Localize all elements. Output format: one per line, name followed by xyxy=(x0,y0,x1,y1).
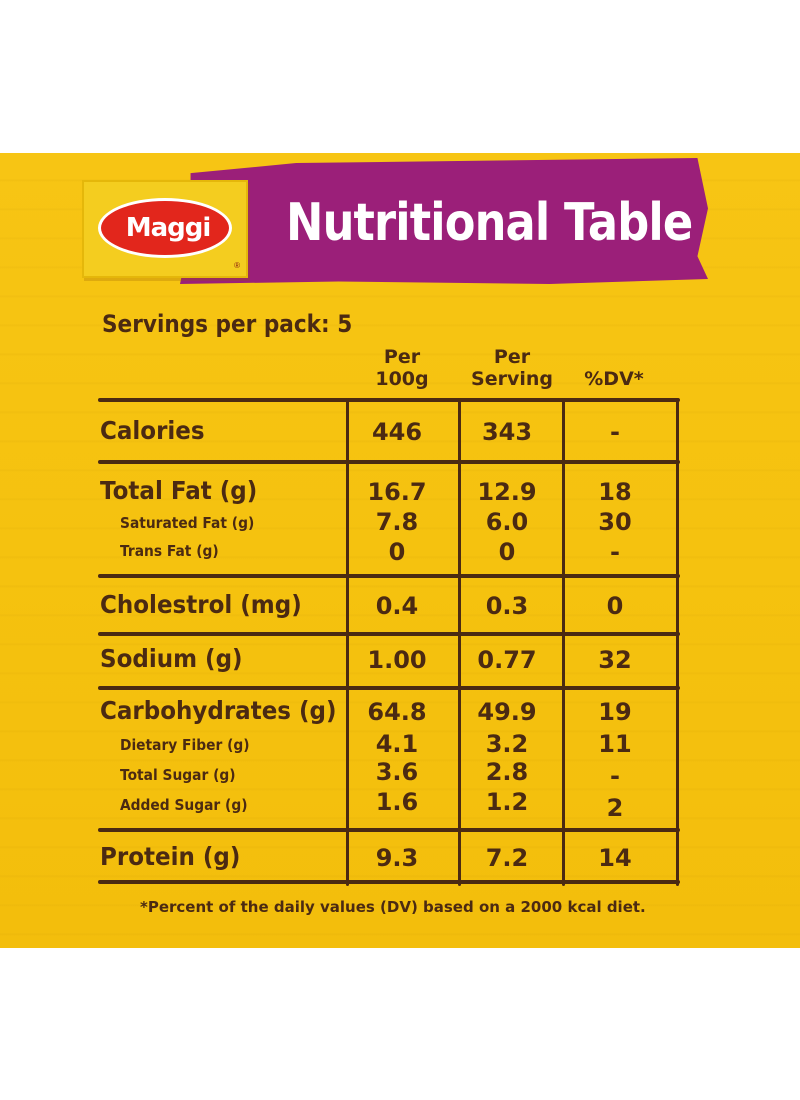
cell-trans-fat-serving: 0 xyxy=(498,538,516,566)
row-label-cholestrol: Cholestrol (mg) xyxy=(100,590,302,619)
cell-carbohydrates-dv: 19 xyxy=(598,698,632,726)
cell-dietary-fiber-serving: 3.2 xyxy=(485,730,529,758)
cell-total-sugar-dv: - xyxy=(610,762,620,790)
cell-saturated-fat-dv: 30 xyxy=(598,508,632,536)
cell-sodium-dv: 32 xyxy=(598,646,632,674)
cell-trans-fat-per100: 0 xyxy=(388,538,406,566)
table-rule xyxy=(98,632,680,636)
col-header-per100-line1: Per xyxy=(383,346,421,368)
servings-per-pack: Servings per pack: 5 xyxy=(102,310,353,338)
title-banner xyxy=(180,158,708,284)
row-label-sodium: Sodium (g) xyxy=(100,644,243,673)
cell-calories-serving: 343 xyxy=(481,418,533,446)
table-column-divider xyxy=(458,398,461,886)
cell-dietary-fiber-dv: 11 xyxy=(598,730,632,758)
page-title: Nutritional Table xyxy=(286,193,693,253)
cell-cholestrol-per100: 0.4 xyxy=(375,592,419,620)
cell-total-fat-dv: 18 xyxy=(598,478,632,506)
cell-added-sugar-dv: 2 xyxy=(606,794,624,822)
row-label-total-fat: Total Fat (g) xyxy=(100,476,258,505)
footnote: *Percent of the daily values (DV) based … xyxy=(140,898,646,916)
cell-protein-dv: 14 xyxy=(598,844,632,872)
cell-calories-dv: - xyxy=(610,418,620,446)
cell-sodium-serving: 0.77 xyxy=(477,646,537,674)
table-column-divider xyxy=(562,398,565,886)
row-label-saturated-fat: Saturated Fat (g) xyxy=(120,514,255,532)
cell-carbohydrates-serving: 49.9 xyxy=(477,698,537,726)
cell-total-sugar-serving: 2.8 xyxy=(485,758,529,786)
cell-calories-per100: 446 xyxy=(371,418,423,446)
cell-total-sugar-per100: 3.6 xyxy=(375,758,419,786)
col-header-per-serving: Per Serving xyxy=(462,346,562,390)
col-header-per100-line2: 100g xyxy=(375,368,429,390)
table-rule xyxy=(98,828,680,832)
table-rule xyxy=(98,574,680,578)
row-label-calories: Calories xyxy=(100,416,205,445)
cell-carbohydrates-per100: 64.8 xyxy=(367,698,427,726)
cell-cholestrol-dv: 0 xyxy=(606,592,624,620)
row-label-added-sugar: Added Sugar (g) xyxy=(120,796,248,814)
row-label-protein: Protein (g) xyxy=(100,842,241,871)
maggi-logo: Maggi ® xyxy=(82,180,248,278)
cell-protein-per100: 9.3 xyxy=(375,844,419,872)
table-rule-bottom xyxy=(98,880,680,884)
table-rule xyxy=(98,686,680,690)
table-rule xyxy=(98,460,680,464)
cell-total-fat-per100: 16.7 xyxy=(367,478,427,506)
cell-added-sugar-serving: 1.2 xyxy=(485,788,529,816)
cell-dietary-fiber-per100: 4.1 xyxy=(375,730,419,758)
table-rule-top xyxy=(98,398,680,402)
col-header-per100: Per 100g xyxy=(362,346,442,390)
cell-trans-fat-dv: - xyxy=(610,538,620,566)
cell-sodium-per100: 1.00 xyxy=(367,646,427,674)
cell-cholestrol-serving: 0.3 xyxy=(485,592,529,620)
col-header-dv: %DV* xyxy=(584,368,644,390)
cell-saturated-fat-per100: 7.8 xyxy=(375,508,419,536)
cell-added-sugar-per100: 1.6 xyxy=(375,788,419,816)
cell-total-fat-serving: 12.9 xyxy=(477,478,537,506)
cell-saturated-fat-serving: 6.0 xyxy=(485,508,529,536)
col-header-per-serving-line2: Serving xyxy=(471,368,553,390)
table-column-divider xyxy=(676,398,679,886)
row-label-carbohydrates: Carbohydrates (g) xyxy=(100,696,337,725)
table-column-divider xyxy=(346,398,349,886)
logo-text: Maggi xyxy=(125,213,212,243)
cell-protein-serving: 7.2 xyxy=(485,844,529,872)
row-label-total-sugar: Total Sugar (g) xyxy=(120,766,236,784)
col-header-per-serving-line1: Per xyxy=(493,346,531,368)
trademark-symbol: ® xyxy=(234,261,240,270)
yellow-panel xyxy=(0,153,800,948)
logo-oval: Maggi xyxy=(98,198,232,258)
row-label-trans-fat: Trans Fat (g) xyxy=(120,542,219,560)
row-label-dietary-fiber: Dietary Fiber (g) xyxy=(120,736,250,754)
